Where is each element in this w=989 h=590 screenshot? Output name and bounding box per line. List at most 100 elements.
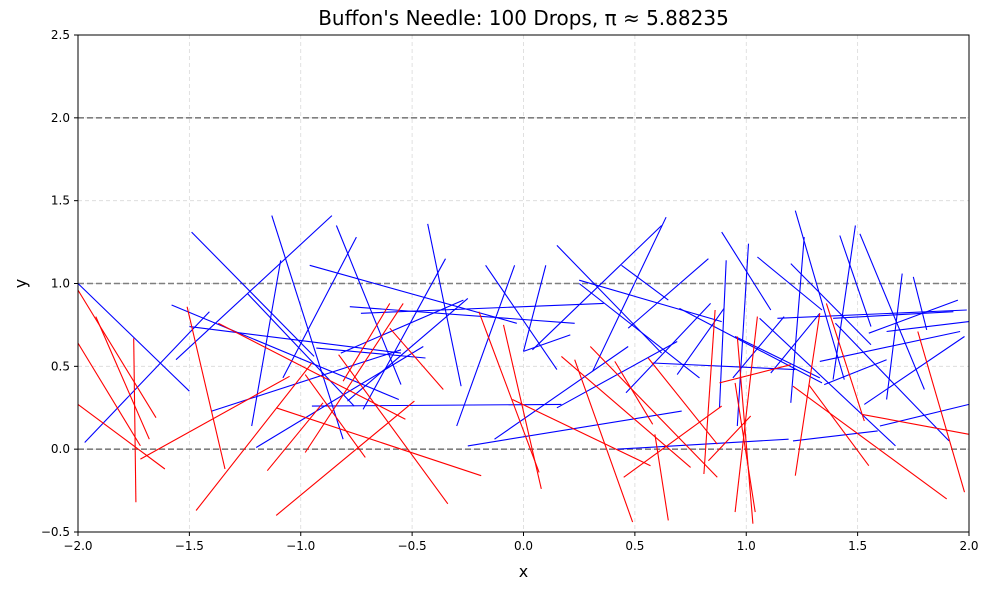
- needle: [647, 357, 718, 445]
- needle: [623, 405, 723, 478]
- needle: [133, 338, 137, 503]
- needle: [304, 303, 404, 453]
- needles: [77, 210, 970, 524]
- x-ticks: −2.0 −1.5 −1.0 −0.5 0.0 0.5 1.0 1.5 2.0: [63, 532, 979, 553]
- needle: [654, 434, 669, 521]
- needle: [335, 225, 402, 385]
- needle: [757, 256, 823, 311]
- x-tick-label: 1.5: [848, 539, 867, 553]
- needle: [708, 415, 752, 462]
- needle: [140, 375, 290, 460]
- needle: [191, 231, 315, 357]
- needle: [736, 243, 750, 427]
- needle: [790, 237, 805, 403]
- needle: [77, 403, 166, 470]
- needle: [189, 326, 402, 354]
- y-tick-label: 1.0: [51, 277, 70, 291]
- needle: [579, 279, 722, 323]
- needle: [485, 264, 558, 370]
- needle: [338, 354, 449, 505]
- needle: [832, 225, 856, 380]
- needle: [349, 306, 575, 324]
- x-tick-label: −0.5: [398, 539, 427, 553]
- needle: [859, 233, 925, 390]
- needle: [627, 258, 709, 329]
- needle: [589, 346, 718, 478]
- needle: [912, 276, 928, 331]
- needle: [467, 410, 682, 447]
- needle: [868, 299, 959, 334]
- needle: [794, 313, 821, 476]
- needle: [512, 399, 651, 467]
- needle: [77, 283, 190, 392]
- x-tick-label: −1.5: [175, 539, 204, 553]
- y-axis-label: y: [11, 279, 30, 288]
- needle: [617, 438, 789, 450]
- needle: [522, 265, 547, 352]
- needle: [861, 413, 970, 435]
- needle: [770, 312, 821, 374]
- needle: [732, 316, 785, 379]
- x-tick-label: −2.0: [63, 539, 92, 553]
- needle: [759, 317, 896, 447]
- needle: [195, 362, 313, 511]
- needle: [494, 346, 629, 440]
- x-tick-label: 0.0: [514, 539, 533, 553]
- needle: [84, 311, 210, 443]
- needle: [175, 215, 333, 361]
- needle: [703, 309, 716, 475]
- needle: [734, 382, 756, 513]
- needle: [266, 402, 324, 472]
- needle: [835, 322, 950, 442]
- needle: [734, 316, 758, 513]
- x-tick-label: −1.0: [286, 539, 315, 553]
- y-tick-label: 0.0: [51, 442, 70, 456]
- needle: [77, 342, 141, 447]
- needle: [679, 307, 823, 384]
- needle: [276, 407, 482, 477]
- needle: [211, 349, 402, 412]
- needle: [792, 385, 948, 500]
- needle: [523, 334, 571, 352]
- needle: [255, 346, 424, 448]
- needle: [251, 260, 282, 427]
- chart-title: Buffon's Needle: 100 Drops, π ≈ 5.88235: [318, 6, 729, 30]
- y-tick-label: 1.5: [51, 194, 70, 208]
- needle: [863, 336, 965, 405]
- needle: [478, 311, 540, 473]
- needle: [621, 264, 669, 301]
- needle: [777, 309, 967, 319]
- needle: [718, 260, 727, 408]
- needle: [95, 316, 150, 440]
- needle: [275, 400, 415, 516]
- needle: [917, 331, 966, 493]
- needle: [886, 321, 970, 333]
- needle: [825, 303, 865, 422]
- needle: [790, 263, 872, 346]
- x-tick-label: 1.0: [737, 539, 756, 553]
- needle: [879, 403, 970, 427]
- needle: [389, 327, 444, 390]
- needle: [721, 231, 772, 311]
- needle: [578, 283, 700, 379]
- needle: [502, 324, 542, 490]
- needle: [614, 361, 654, 425]
- needle: [561, 355, 691, 468]
- needle: [823, 359, 887, 386]
- needle: [652, 362, 796, 371]
- needle: [736, 336, 754, 524]
- x-axis-label: x: [519, 562, 528, 581]
- needle: [719, 364, 791, 384]
- x-tick-label: 2.0: [959, 539, 978, 553]
- needle: [360, 302, 604, 314]
- needle: [794, 210, 845, 380]
- needle: [574, 359, 634, 523]
- needle: [808, 384, 870, 467]
- needle: [186, 306, 226, 470]
- needle: [532, 225, 662, 351]
- needle: [676, 308, 725, 375]
- needle: [246, 293, 355, 407]
- needle: [304, 374, 366, 458]
- y-tick-label: 0.5: [51, 359, 70, 373]
